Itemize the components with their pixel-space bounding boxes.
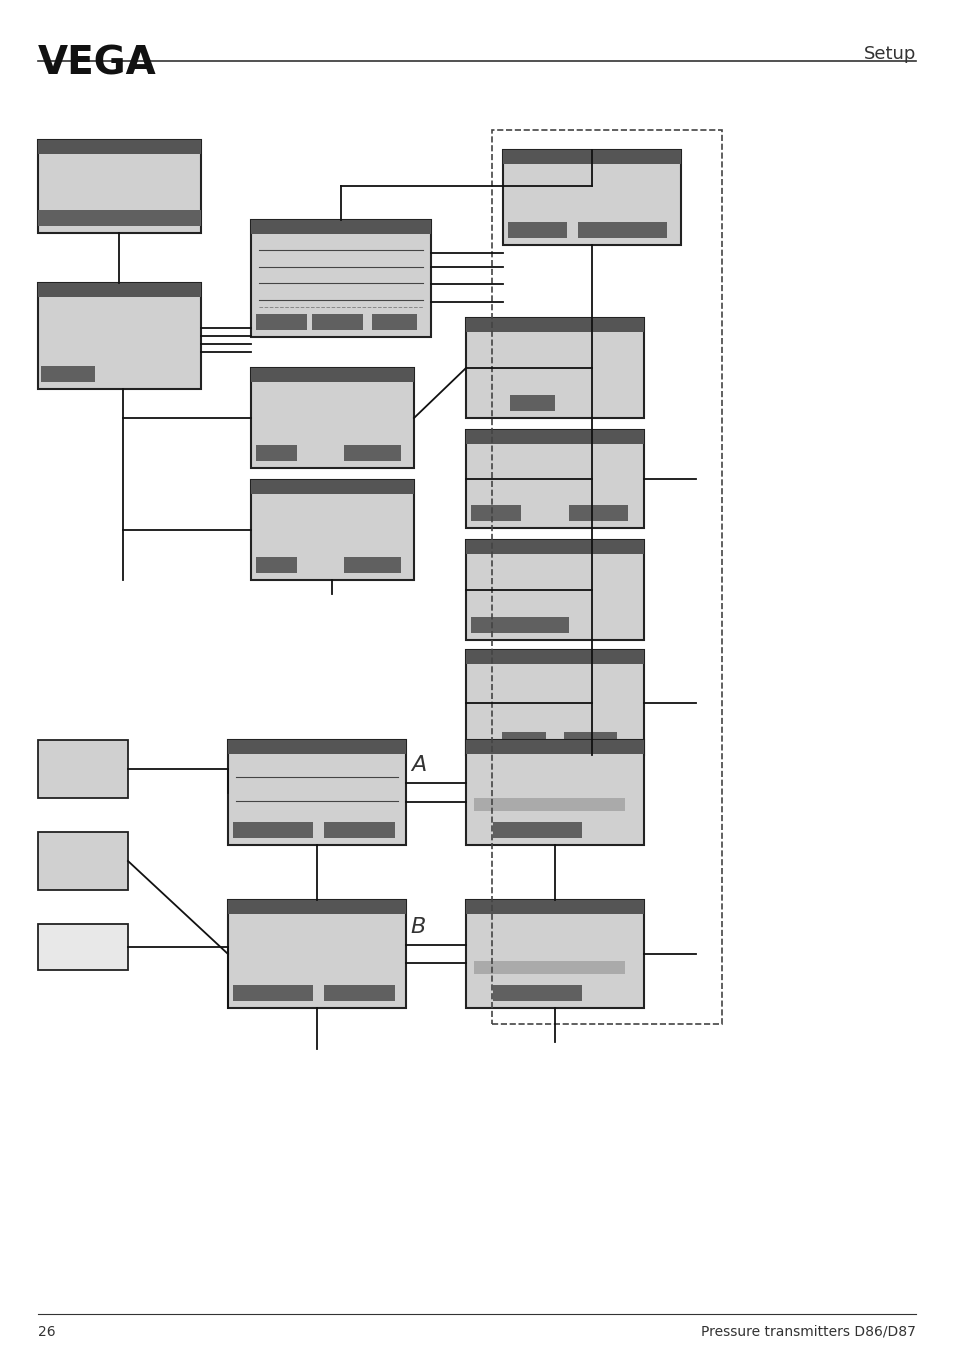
- Bar: [233, 822, 314, 838]
- Bar: [251, 368, 414, 381]
- Bar: [324, 986, 395, 1002]
- Bar: [465, 430, 643, 529]
- Bar: [324, 822, 395, 838]
- Bar: [502, 150, 680, 164]
- Bar: [343, 445, 400, 461]
- Bar: [465, 318, 643, 331]
- Text: Pressure transmitters D86/D87: Pressure transmitters D86/D87: [700, 1325, 915, 1338]
- Bar: [41, 366, 95, 383]
- Bar: [492, 822, 581, 838]
- Bar: [312, 314, 362, 330]
- Bar: [251, 480, 414, 580]
- Bar: [465, 650, 643, 664]
- Bar: [38, 141, 201, 233]
- Bar: [473, 798, 624, 811]
- Bar: [228, 740, 406, 753]
- Bar: [465, 650, 643, 754]
- Bar: [502, 150, 680, 245]
- Bar: [233, 986, 314, 1002]
- Bar: [228, 740, 406, 845]
- Bar: [578, 222, 666, 238]
- Text: VEGA: VEGA: [38, 45, 156, 82]
- Text: Setup: Setup: [862, 45, 915, 62]
- Bar: [569, 506, 627, 522]
- Text: B: B: [411, 917, 426, 937]
- Bar: [255, 445, 296, 461]
- Bar: [38, 831, 128, 890]
- Bar: [228, 900, 406, 1009]
- Bar: [38, 740, 128, 798]
- Bar: [256, 314, 307, 330]
- Bar: [465, 430, 643, 443]
- Bar: [473, 961, 624, 975]
- Bar: [251, 220, 431, 337]
- Bar: [508, 222, 566, 238]
- Text: 26: 26: [38, 1325, 55, 1338]
- Bar: [38, 283, 201, 296]
- Bar: [251, 220, 431, 234]
- Bar: [510, 395, 555, 411]
- Bar: [465, 318, 643, 418]
- Bar: [251, 368, 414, 468]
- Bar: [255, 557, 296, 573]
- Bar: [465, 900, 643, 1009]
- Bar: [372, 314, 416, 330]
- Bar: [228, 900, 406, 914]
- Bar: [465, 740, 643, 753]
- Bar: [465, 539, 643, 639]
- Bar: [38, 210, 201, 226]
- Bar: [491, 130, 721, 1025]
- Bar: [465, 900, 643, 914]
- Bar: [251, 480, 414, 493]
- Bar: [563, 731, 617, 748]
- Bar: [471, 617, 569, 633]
- Bar: [465, 539, 643, 553]
- Bar: [38, 923, 128, 969]
- Bar: [38, 141, 201, 154]
- Bar: [465, 740, 643, 845]
- Bar: [343, 557, 400, 573]
- Bar: [492, 986, 581, 1002]
- Bar: [38, 283, 201, 389]
- Bar: [471, 506, 520, 522]
- Text: A: A: [411, 756, 426, 776]
- Bar: [501, 731, 545, 748]
